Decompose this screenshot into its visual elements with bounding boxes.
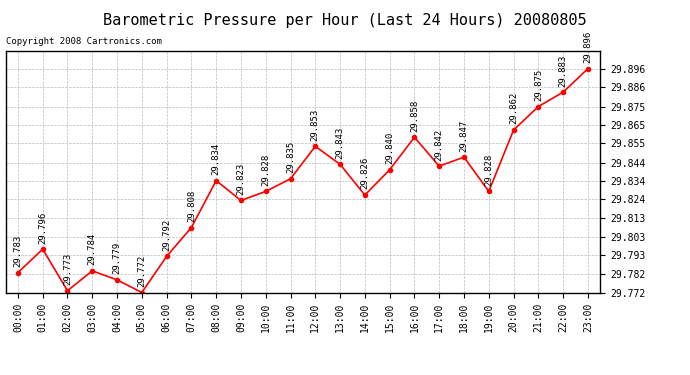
Text: 29.772: 29.772 — [137, 255, 146, 287]
Text: 29.862: 29.862 — [509, 92, 518, 124]
Text: 29.784: 29.784 — [88, 233, 97, 265]
Text: 29.826: 29.826 — [360, 157, 369, 189]
Text: 29.835: 29.835 — [286, 141, 295, 173]
Text: 29.896: 29.896 — [584, 31, 593, 63]
Text: 29.858: 29.858 — [410, 99, 419, 132]
Text: 29.840: 29.840 — [385, 132, 394, 164]
Text: Copyright 2008 Cartronics.com: Copyright 2008 Cartronics.com — [6, 37, 161, 46]
Text: 29.847: 29.847 — [460, 119, 469, 152]
Text: 29.843: 29.843 — [335, 126, 344, 159]
Text: 29.828: 29.828 — [484, 154, 493, 186]
Text: 29.828: 29.828 — [262, 154, 270, 186]
Text: 29.792: 29.792 — [162, 219, 171, 251]
Text: 29.842: 29.842 — [435, 128, 444, 160]
Text: 29.883: 29.883 — [559, 54, 568, 87]
Text: 29.875: 29.875 — [534, 69, 543, 101]
Text: Barometric Pressure per Hour (Last 24 Hours) 20080805: Barometric Pressure per Hour (Last 24 Ho… — [104, 13, 586, 28]
Text: 29.834: 29.834 — [212, 143, 221, 175]
Text: 29.783: 29.783 — [13, 235, 22, 267]
Text: 29.773: 29.773 — [63, 253, 72, 285]
Text: 29.779: 29.779 — [112, 242, 121, 274]
Text: 29.853: 29.853 — [310, 108, 319, 141]
Text: 29.808: 29.808 — [187, 190, 196, 222]
Text: 29.796: 29.796 — [38, 211, 47, 244]
Text: 29.823: 29.823 — [237, 163, 246, 195]
